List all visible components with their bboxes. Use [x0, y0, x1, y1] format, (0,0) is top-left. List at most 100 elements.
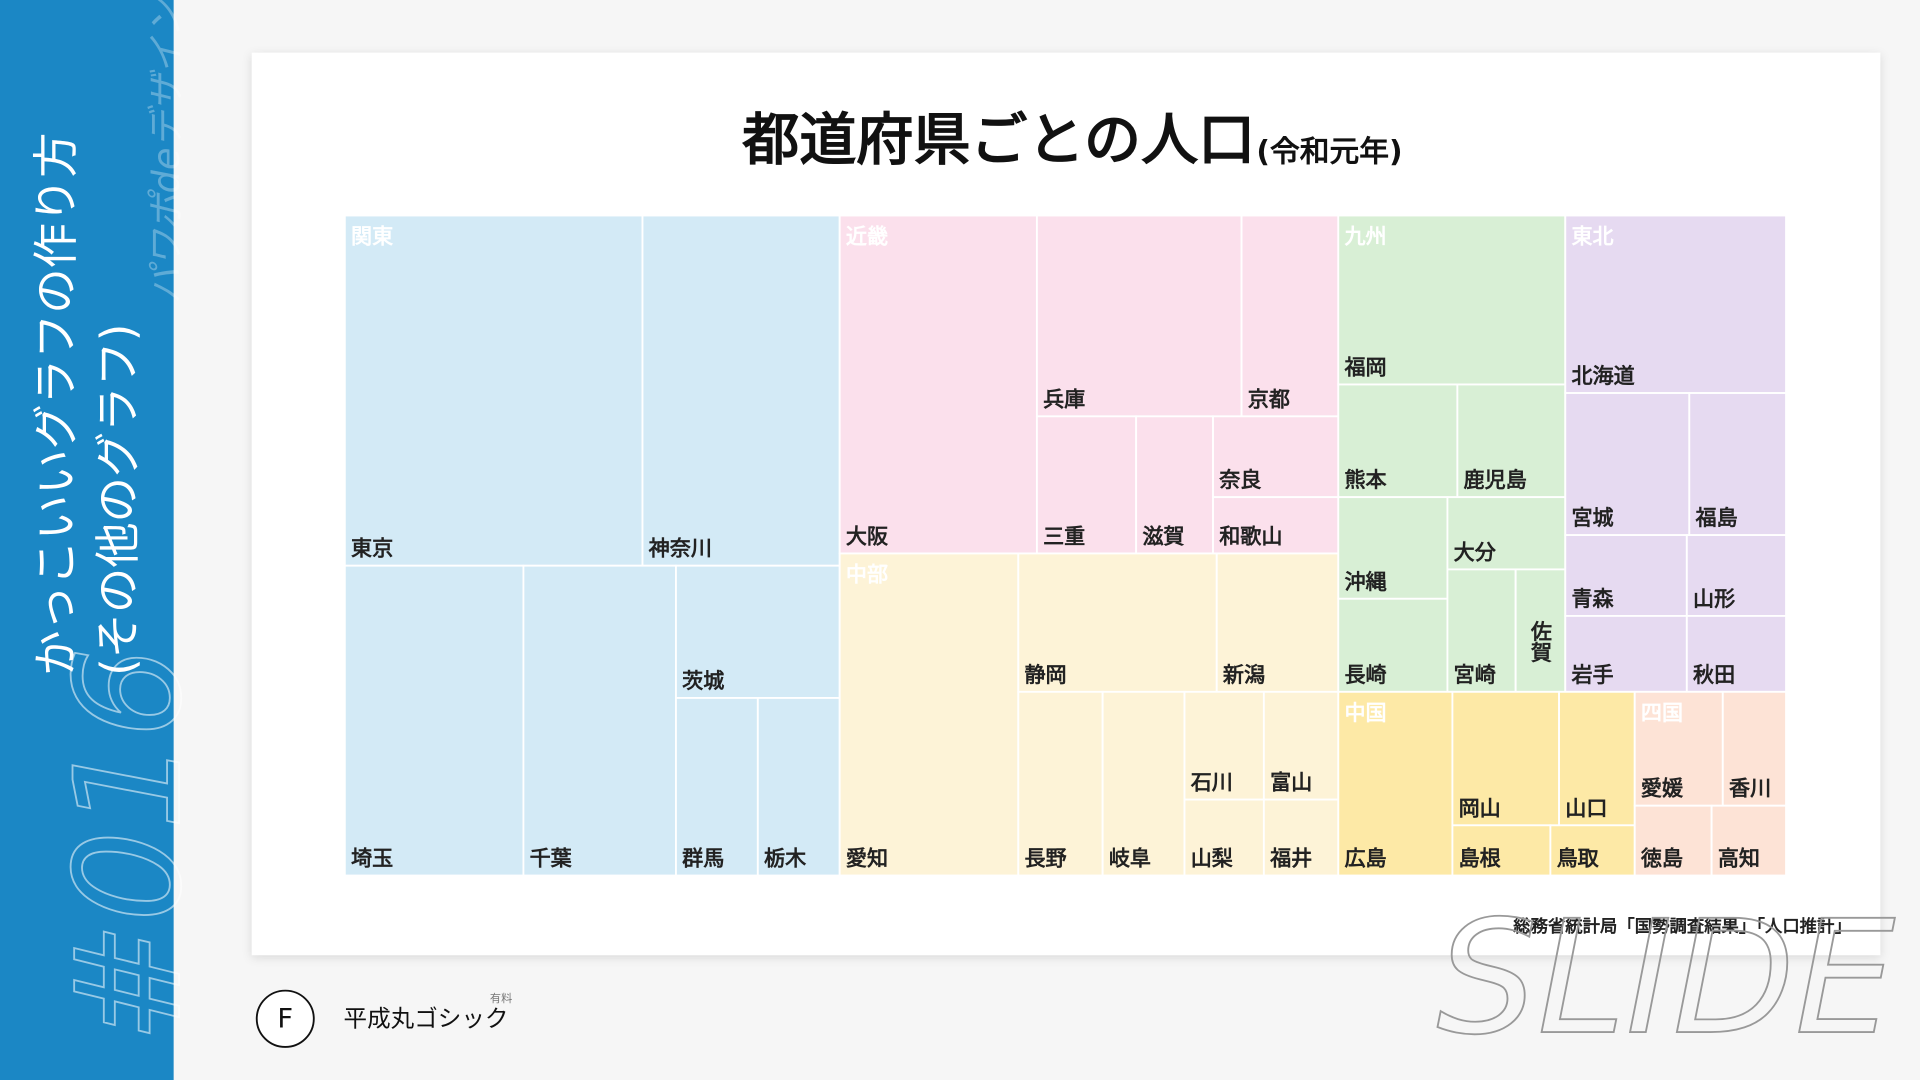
- prefecture-cell: [1633, 690, 1724, 807]
- region-label: 四国: [1641, 701, 1683, 725]
- prefecture-cell: [1564, 214, 1787, 394]
- prefecture-cell: [1337, 214, 1567, 386]
- prefecture-label: 静岡: [1024, 663, 1066, 687]
- prefecture-label: 宮城: [1571, 506, 1613, 530]
- region-label: 九州: [1343, 225, 1386, 249]
- prefecture-cell: [675, 697, 759, 877]
- prefecture-label: 鹿児島: [1464, 468, 1527, 492]
- region-label: 中国: [1344, 701, 1386, 725]
- prefecture-cell: [1017, 690, 1104, 877]
- slide-title: 都道府県ごとの人口: [741, 107, 1255, 173]
- prefecture-label: 福井: [1269, 847, 1312, 871]
- font-note: 有料: [490, 991, 512, 1005]
- sidebar: [0, 0, 174, 1080]
- prefecture-cell: [641, 214, 841, 567]
- font-name: 平成丸ゴシック: [344, 1005, 509, 1033]
- prefecture-cell: [1212, 496, 1340, 555]
- prefecture-cell: [1564, 534, 1688, 617]
- sidebar-number: #016: [44, 646, 214, 1043]
- prefecture-label: 福岡: [1343, 356, 1386, 380]
- prefecture-label: 新潟: [1222, 663, 1265, 687]
- prefecture-cell: [756, 697, 841, 877]
- source-note: 総務省統計局「国勢調査結果」「人口推計」: [1512, 916, 1852, 937]
- prefecture-label: 香川: [1729, 777, 1771, 801]
- prefecture-label: 大阪: [846, 525, 888, 549]
- region-label: 関東: [351, 225, 393, 249]
- prefecture-label: 宮崎: [1454, 663, 1496, 687]
- region-label: 近畿: [846, 225, 888, 249]
- prefecture-cell: [1337, 383, 1459, 499]
- prefecture-cell: [1688, 392, 1787, 537]
- prefecture-label: 群馬: [682, 847, 724, 871]
- prefecture-label: 兵庫: [1043, 387, 1085, 411]
- prefecture-label: 岩手: [1570, 663, 1613, 687]
- prefecture-label: 滋賀: [1142, 525, 1184, 549]
- prefecture-cell: [1558, 690, 1636, 827]
- prefecture-cell: [1685, 615, 1787, 693]
- region-label: 中部: [846, 563, 888, 587]
- prefecture-label: 京都: [1248, 387, 1290, 411]
- prefecture-label: 佐賀: [1528, 620, 1553, 664]
- prefecture-label: 北海道: [1571, 364, 1634, 388]
- prefecture-label: 高知: [1718, 847, 1760, 871]
- prefecture-cell: [1451, 824, 1552, 877]
- prefecture-cell: [838, 214, 1038, 555]
- prefecture-label: 埼玉: [351, 847, 393, 871]
- prefecture-label: 東京: [351, 537, 393, 561]
- prefecture-cell: [1337, 496, 1449, 600]
- prefecture-label: 福島: [1694, 506, 1737, 530]
- prefecture-label: 茨城: [682, 669, 724, 693]
- prefecture-cell: [1240, 214, 1340, 418]
- prefecture-cell: [1456, 383, 1567, 499]
- prefecture-label: 青森: [1571, 587, 1614, 611]
- prefecture-cell: [838, 552, 1020, 877]
- prefecture-label: 栃木: [764, 847, 806, 871]
- prefecture-label: 熊本: [1344, 468, 1387, 492]
- prefecture-label: 千葉: [530, 847, 573, 871]
- prefecture-label: 三重: [1043, 525, 1085, 549]
- prefecture-cell: [1215, 552, 1340, 693]
- prefecture-cell: [1212, 415, 1340, 499]
- prefecture-cell: [1685, 534, 1787, 617]
- sidebar-brand: パワポdeデザイン: [145, 0, 188, 304]
- prefecture-cell: [1451, 690, 1560, 827]
- prefecture-cell: [522, 564, 677, 877]
- prefecture-cell: [343, 214, 644, 567]
- prefecture-label: 愛媛: [1641, 777, 1684, 801]
- prefecture-label: 愛知: [846, 847, 888, 871]
- prefecture-label: 徳島: [1640, 847, 1683, 871]
- prefecture-label: 和歌山: [1219, 525, 1282, 549]
- prefecture-label: 神奈川: [648, 537, 712, 561]
- prefecture-label: 富山: [1270, 771, 1312, 795]
- prefecture-cell: [1337, 690, 1454, 877]
- prefecture-cell: [1035, 214, 1243, 418]
- prefecture-label: 長崎: [1344, 663, 1386, 687]
- prefecture-label: 山口: [1565, 796, 1607, 820]
- font-badge-circle: [255, 989, 315, 1048]
- prefecture-label: 広島: [1344, 847, 1386, 871]
- prefecture-cell: [1017, 552, 1218, 693]
- prefecture-label: 島根: [1459, 847, 1502, 871]
- prefecture-label: 山形: [1693, 587, 1735, 611]
- slide-title-note: (令和元年): [1256, 135, 1402, 169]
- prefecture-cell: [1564, 392, 1691, 537]
- prefecture-cell: [1446, 568, 1517, 693]
- prefecture-label: 沖縄: [1344, 570, 1386, 594]
- prefecture-label: 長野: [1024, 847, 1066, 871]
- prefecture-cell: [343, 564, 525, 877]
- sidebar-title: かっこいいグラフの作り方: [30, 132, 83, 675]
- prefecture-label: 奈良: [1218, 468, 1261, 492]
- prefecture-label: 石川: [1190, 771, 1233, 795]
- prefecture-cell: [1710, 804, 1787, 877]
- prefecture-label: 大分: [1454, 541, 1497, 565]
- prefecture-label: 秋田: [1693, 663, 1735, 687]
- prefecture-label: 山梨: [1191, 847, 1233, 871]
- prefecture-cell: [1262, 798, 1340, 877]
- prefecture-label: 岡山: [1459, 796, 1501, 820]
- prefecture-cell: [1262, 690, 1340, 801]
- region-label: 東北: [1571, 225, 1613, 249]
- prefecture-cell: [1337, 597, 1449, 693]
